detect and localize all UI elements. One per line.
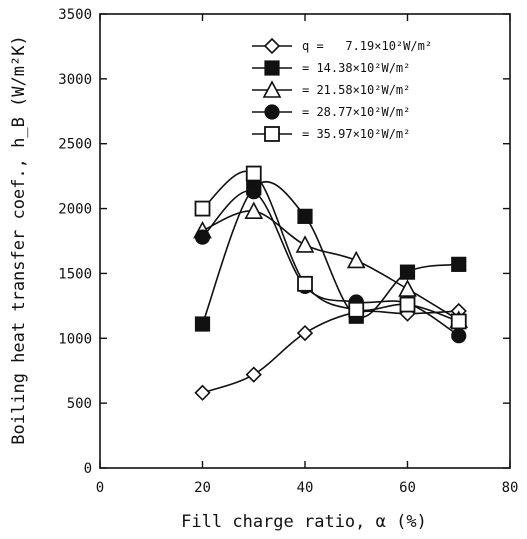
y-tick-label: 2000 [58, 202, 92, 218]
series-4 [194, 184, 467, 344]
data-point [399, 264, 416, 280]
x-tick-label: 0 [96, 480, 104, 496]
data-point [295, 235, 315, 253]
y-tick-label: 3500 [58, 7, 92, 23]
data-point [296, 324, 314, 342]
legend: q = 7.19×10²W/m² = 14.38×10²W/m² = 21.58×1… [252, 37, 432, 142]
x-tick-label: 40 [297, 480, 314, 496]
y-tick-label: 2500 [58, 137, 92, 153]
data-point [244, 201, 264, 219]
data-point [348, 301, 365, 318]
data-point [194, 316, 211, 332]
y-tick-label: 1500 [58, 266, 92, 282]
legend-entry: = 14.38×10²W/m² [252, 60, 410, 76]
legend-entry: = 35.97×10²W/m² [252, 126, 410, 142]
legend-marker [263, 37, 281, 55]
y-tick-label: 0 [84, 461, 92, 477]
data-point [194, 229, 211, 245]
data-point [245, 366, 262, 383]
legend-label: q = 7.19×10²W/m² [302, 39, 432, 53]
legend-label: = 35.97×10²W/m² [302, 127, 410, 141]
y-tick-label: 1000 [58, 331, 92, 347]
data-point [297, 275, 313, 292]
legend-marker [264, 104, 280, 120]
y-axis-label: Boiling heat transfer coef., h_B (W/m²K) [9, 35, 29, 444]
series-5 [194, 165, 467, 330]
x-tick-label: 80 [502, 480, 519, 496]
series-layer [193, 165, 469, 401]
legend-entry: q = 7.19×10²W/m² [252, 37, 432, 55]
legend-label: = 21.58×10²W/m² [302, 83, 410, 97]
data-point [245, 165, 262, 182]
x-tick-label: 20 [194, 480, 211, 496]
legend-entry: = 21.58×10²W/m² [252, 80, 410, 98]
series-1 [194, 302, 467, 401]
x-axis-label: Fill charge ratio, α (%) [181, 512, 427, 532]
legend-marker [262, 80, 282, 98]
data-point [398, 279, 417, 297]
x-tick-label: 60 [399, 480, 416, 496]
data-point [246, 184, 262, 200]
data-point [451, 256, 467, 272]
legend-entry: = 28.77×10²W/m² [252, 104, 410, 120]
data-point [194, 384, 211, 401]
legend-marker [264, 60, 280, 76]
data-point [297, 208, 313, 224]
data-point [399, 296, 416, 313]
data-point [451, 328, 467, 344]
data-point [450, 313, 467, 330]
axes: 0 500 1000 1500 2000 2500 3000 3500 0 20 40 60 80 [58, 7, 518, 496]
y-tick-label: 500 [67, 396, 92, 412]
legend-label: = 28.77×10²W/m² [302, 105, 410, 119]
legend-marker [264, 126, 280, 142]
data-point [194, 200, 211, 217]
series-line [202, 310, 459, 394]
y-tick-label: 3000 [58, 72, 92, 88]
legend-label: = 14.38×10²W/m² [302, 61, 410, 75]
data-point [346, 250, 366, 269]
